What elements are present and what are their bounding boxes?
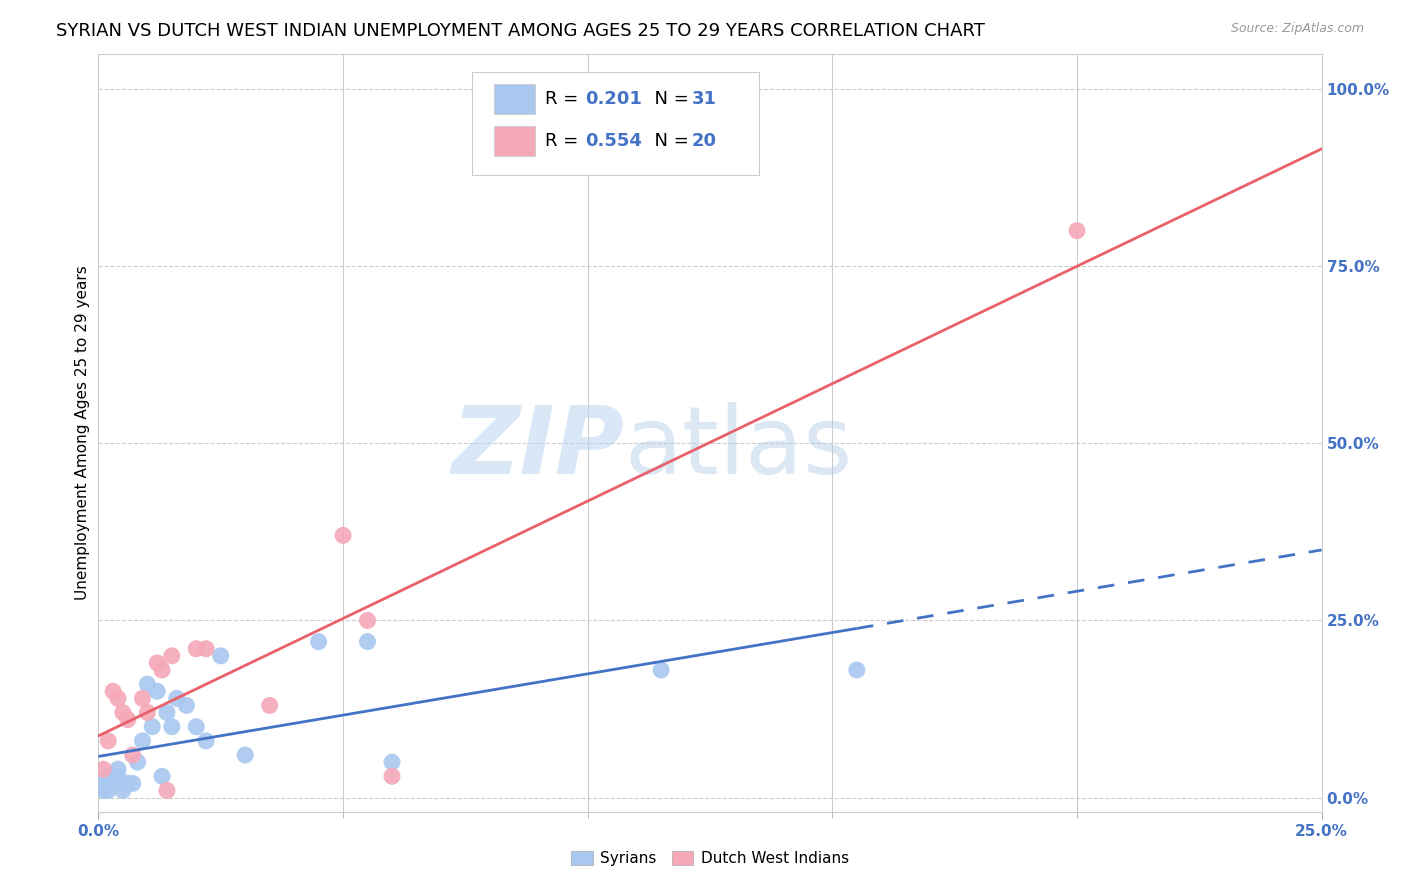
Point <box>111 783 134 797</box>
Point <box>136 677 159 691</box>
Point <box>146 684 169 698</box>
Point <box>131 691 153 706</box>
Text: Source: ZipAtlas.com: Source: ZipAtlas.com <box>1230 22 1364 36</box>
Point <box>107 769 129 783</box>
Point <box>97 734 120 748</box>
Point <box>650 663 672 677</box>
Point <box>101 776 124 790</box>
Point <box>186 720 208 734</box>
Point <box>117 713 139 727</box>
Text: N =: N = <box>643 132 695 150</box>
Text: N =: N = <box>643 90 695 108</box>
Point <box>121 776 143 790</box>
Text: 20: 20 <box>692 132 717 150</box>
Point <box>1066 224 1088 238</box>
Point <box>356 634 378 648</box>
Point <box>209 648 232 663</box>
Point <box>381 755 404 769</box>
Text: atlas: atlas <box>624 401 852 494</box>
Point <box>381 769 404 783</box>
Point <box>166 691 188 706</box>
Text: SYRIAN VS DUTCH WEST INDIAN UNEMPLOYMENT AMONG AGES 25 TO 29 YEARS CORRELATION C: SYRIAN VS DUTCH WEST INDIAN UNEMPLOYMENT… <box>56 22 986 40</box>
Point <box>150 663 173 677</box>
Text: R =: R = <box>546 132 583 150</box>
Point <box>332 528 354 542</box>
Point <box>131 734 153 748</box>
Point <box>259 698 281 713</box>
Text: R =: R = <box>546 90 583 108</box>
FancyBboxPatch shape <box>471 72 759 175</box>
Point <box>150 769 173 783</box>
Text: 31: 31 <box>692 90 717 108</box>
Point <box>195 641 218 656</box>
Point <box>97 783 120 797</box>
Point <box>845 663 868 677</box>
Text: 0.554: 0.554 <box>585 132 643 150</box>
Point <box>156 706 179 720</box>
Point <box>91 776 114 790</box>
Point <box>101 769 124 783</box>
Point <box>121 747 143 762</box>
Point <box>111 776 134 790</box>
Point <box>160 720 183 734</box>
Point <box>111 706 134 720</box>
Text: ZIP: ZIP <box>451 401 624 494</box>
Text: 0.201: 0.201 <box>585 90 643 108</box>
Y-axis label: Unemployment Among Ages 25 to 29 years: Unemployment Among Ages 25 to 29 years <box>75 265 90 600</box>
Point <box>160 648 183 663</box>
FancyBboxPatch shape <box>494 84 536 114</box>
Point <box>146 656 169 670</box>
Point <box>127 755 149 769</box>
Point <box>91 762 114 776</box>
Point <box>156 783 179 797</box>
Point <box>195 734 218 748</box>
Point <box>107 762 129 776</box>
Point <box>186 641 208 656</box>
Point <box>176 698 198 713</box>
Point <box>356 614 378 628</box>
Point <box>101 684 124 698</box>
Point <box>91 783 114 797</box>
Point <box>141 720 163 734</box>
Point <box>107 691 129 706</box>
Point <box>233 747 256 762</box>
Point <box>117 776 139 790</box>
Legend: Syrians, Dutch West Indians: Syrians, Dutch West Indians <box>565 845 855 872</box>
FancyBboxPatch shape <box>494 126 536 156</box>
Point <box>308 634 330 648</box>
Point <box>136 706 159 720</box>
Point <box>97 769 120 783</box>
